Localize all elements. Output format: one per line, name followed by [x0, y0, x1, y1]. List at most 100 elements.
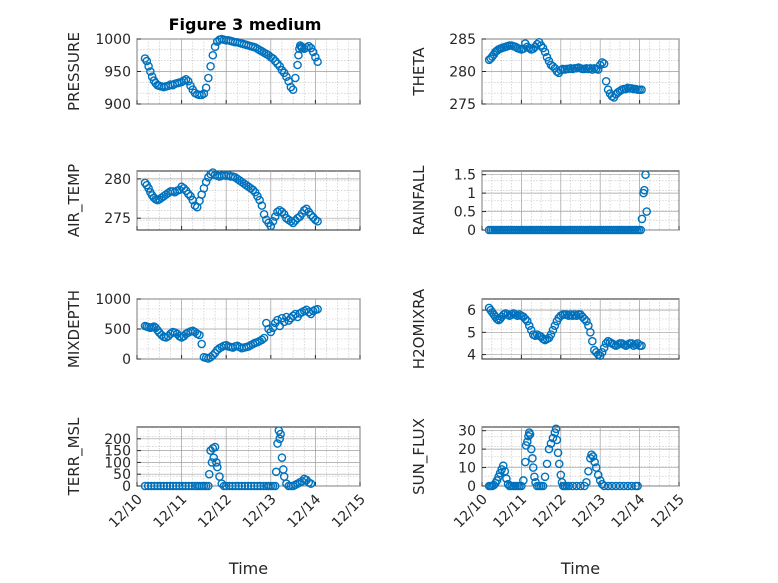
data-point: [582, 316, 591, 326]
y-tick-label: 0: [122, 352, 131, 368]
data-point: [234, 481, 243, 491]
data-point: [593, 470, 603, 480]
data-point: [212, 458, 221, 467]
data-point: [210, 42, 220, 52]
y-tick-label: 30: [458, 424, 476, 440]
data-point: [553, 448, 563, 458]
y-tick-label: 275: [449, 97, 476, 113]
data-point: [259, 209, 269, 219]
data-point: [147, 72, 157, 81]
data-point: [142, 56, 152, 66]
data-point: [228, 481, 237, 491]
y-tick-label: 10: [458, 461, 476, 477]
data-point: [637, 341, 646, 350]
data-point: [181, 481, 190, 491]
data-point: [204, 73, 213, 83]
data-point: [597, 348, 607, 357]
data-point: [273, 439, 282, 448]
y-tick-label: 50: [113, 467, 131, 483]
data-point: [633, 481, 642, 491]
data-point: [255, 195, 264, 205]
data-point: [580, 314, 589, 324]
y-tick-label: 0: [122, 479, 131, 495]
data-point: [311, 52, 320, 62]
subplot-rainfall: 0 0.5 1 1.5 RAINFALL: [410, 165, 680, 239]
data-point: [519, 476, 528, 485]
data-point: [231, 481, 240, 491]
data-point: [550, 321, 560, 330]
y-axis-label: THETA: [410, 47, 428, 97]
data-point: [201, 83, 211, 93]
data-point: [257, 201, 267, 210]
data-point: [168, 481, 178, 491]
data-point: [586, 328, 595, 337]
data-point: [208, 50, 218, 60]
data-point: [195, 330, 204, 340]
data-point: [243, 481, 253, 491]
x-tick-label: 12/15: [648, 492, 688, 532]
y-tick-label: 200: [104, 432, 131, 448]
data-point: [165, 481, 175, 491]
data-point: [212, 462, 222, 472]
data-point: [197, 339, 206, 349]
data-point: [530, 472, 539, 482]
data-point: [256, 481, 265, 491]
subplot-mixdepth: 0 500 1000 MIXDEPTH: [65, 290, 361, 368]
data-point: [286, 217, 296, 226]
x-axis-label: Time: [228, 559, 268, 578]
y-tick-label: 500: [104, 322, 131, 338]
x-tick-label: 12/12: [530, 492, 570, 532]
data-point: [140, 481, 150, 491]
data-point: [532, 39, 542, 49]
subplot-h2omixra: 4 5 6 H2OMIXRA: [410, 288, 680, 369]
data-point: [546, 439, 556, 448]
data-point: [588, 65, 597, 74]
data-point: [144, 62, 153, 71]
data-point: [181, 75, 191, 84]
data-point: [144, 184, 153, 193]
data-point: [284, 316, 293, 325]
x-tick-label: 12/10: [106, 492, 146, 532]
y-tick-label: 275: [104, 211, 131, 227]
data-point: [601, 339, 611, 348]
data-point: [184, 481, 194, 491]
data-point: [640, 185, 649, 195]
data-point: [528, 463, 538, 472]
data-point: [266, 221, 276, 231]
data-point: [597, 479, 607, 489]
data-point: [279, 317, 289, 327]
data-point: [150, 481, 159, 491]
data-point: [217, 479, 227, 488]
x-tick-label: 12/12: [195, 492, 235, 532]
data-point: [257, 335, 267, 345]
data-point: [237, 481, 247, 491]
data-point: [544, 444, 554, 454]
data-point: [288, 85, 298, 94]
y-tick-label: 0: [467, 479, 476, 495]
y-tick-label: 1: [467, 186, 476, 202]
data-point: [548, 325, 558, 335]
data-point: [286, 82, 296, 92]
figure-title: Figure 3 medium: [169, 15, 322, 34]
data-point: [270, 212, 280, 221]
y-tick-label: 0: [467, 223, 476, 239]
y-axis-label: H2OMIXRA: [410, 288, 428, 369]
y-tick-label: 285: [449, 32, 476, 48]
data-point: [538, 481, 548, 491]
data-point: [526, 444, 536, 454]
data-point: [313, 217, 322, 226]
data-point: [170, 187, 180, 197]
data-point: [183, 76, 193, 86]
data-point: [582, 478, 591, 487]
data-point: [627, 339, 637, 348]
x-tick-label: 12/14: [609, 491, 649, 531]
y-tick-label: 0.5: [454, 205, 476, 221]
data-point: [204, 481, 213, 491]
data-point: [588, 452, 598, 461]
y-axis-label: TERR_MSL: [65, 417, 84, 496]
x-tick-label: 12/10: [451, 492, 491, 532]
y-axis-label: MIXDEPTH: [65, 290, 83, 368]
data-point: [225, 481, 234, 491]
